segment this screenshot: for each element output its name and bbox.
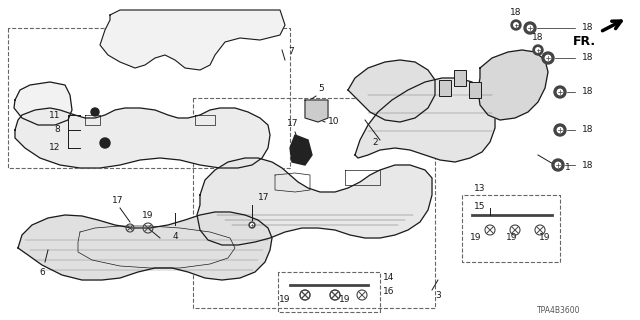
Text: 10: 10 (328, 116, 339, 125)
Text: 11: 11 (49, 110, 60, 119)
Text: 19: 19 (339, 295, 351, 305)
Text: 7: 7 (288, 47, 294, 57)
Text: 14: 14 (383, 274, 394, 283)
Circle shape (557, 127, 563, 133)
Text: 18: 18 (510, 8, 522, 17)
Circle shape (552, 159, 564, 171)
Circle shape (545, 55, 550, 61)
Circle shape (556, 162, 561, 168)
Text: 17: 17 (112, 196, 124, 205)
Circle shape (554, 124, 566, 136)
Text: 18: 18 (582, 53, 593, 62)
Circle shape (251, 224, 253, 226)
Text: 18: 18 (582, 125, 593, 134)
Polygon shape (197, 158, 432, 245)
Circle shape (514, 23, 518, 27)
Polygon shape (14, 82, 72, 125)
Text: FR.: FR. (573, 35, 596, 48)
Text: 1: 1 (565, 164, 571, 172)
Text: 19: 19 (142, 211, 154, 220)
Text: 17: 17 (287, 119, 299, 128)
Text: 5: 5 (318, 84, 324, 93)
Circle shape (554, 86, 566, 98)
Polygon shape (18, 212, 272, 280)
Text: TPA4B3600: TPA4B3600 (536, 306, 580, 315)
Circle shape (524, 22, 536, 34)
Bar (454, 70, 466, 86)
Polygon shape (348, 60, 435, 122)
Text: 19: 19 (279, 295, 291, 305)
Text: 18: 18 (582, 23, 593, 33)
Polygon shape (355, 78, 495, 162)
Text: 2: 2 (372, 138, 378, 147)
Bar (439, 80, 451, 96)
Text: 4: 4 (172, 232, 178, 241)
Polygon shape (478, 50, 548, 120)
Circle shape (542, 52, 554, 64)
Text: 6: 6 (39, 268, 45, 277)
Text: 18: 18 (582, 87, 593, 97)
Text: 3: 3 (435, 291, 441, 300)
Circle shape (91, 108, 99, 116)
Circle shape (511, 20, 521, 30)
Circle shape (100, 138, 110, 148)
Text: 17: 17 (258, 193, 269, 202)
Polygon shape (290, 135, 312, 165)
Polygon shape (305, 100, 328, 122)
Bar (469, 82, 481, 98)
Text: 12: 12 (49, 143, 60, 153)
Circle shape (249, 222, 255, 228)
Text: 15: 15 (474, 202, 486, 211)
Circle shape (527, 25, 532, 31)
Circle shape (557, 89, 563, 95)
Text: 18: 18 (582, 161, 593, 170)
Text: 19: 19 (540, 234, 551, 243)
Text: 19: 19 (470, 234, 482, 243)
Circle shape (536, 48, 540, 52)
Text: 16: 16 (383, 287, 394, 297)
Text: 18: 18 (532, 33, 544, 42)
Polygon shape (100, 10, 285, 70)
Circle shape (533, 45, 543, 55)
Text: 19: 19 (506, 234, 518, 243)
Text: 8: 8 (54, 125, 60, 134)
Polygon shape (15, 108, 270, 168)
Text: 13: 13 (474, 184, 486, 193)
